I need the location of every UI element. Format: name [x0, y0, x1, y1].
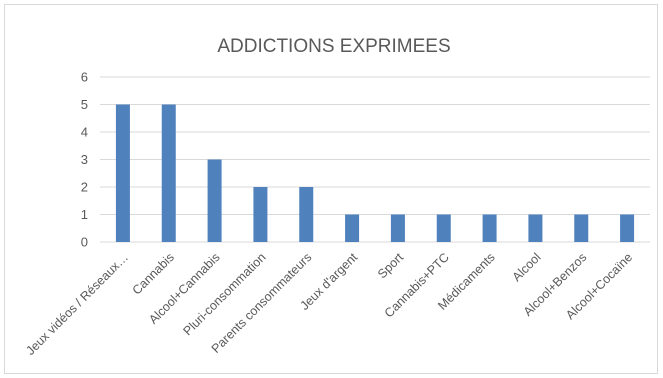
y-axis-ticks: 0 1 2 3 4 5 6	[81, 70, 88, 250]
bar	[437, 215, 451, 243]
y-tick-label: 4	[81, 125, 88, 140]
bar	[345, 215, 359, 243]
bar	[208, 160, 222, 243]
y-tick-label: 2	[81, 180, 88, 195]
y-tick-label: 5	[81, 97, 88, 112]
x-axis-labels: Jeux vidéos / Réseaux…CannabisAlcool+Can…	[23, 250, 635, 358]
bar	[620, 215, 634, 243]
y-tick-label: 1	[81, 207, 88, 222]
bar	[391, 215, 405, 243]
x-category-label: Sport	[375, 250, 406, 281]
bar	[116, 105, 130, 243]
x-category-label: Alcool	[510, 250, 544, 284]
bar	[299, 187, 313, 242]
chart-title: ADDICTIONS EXPRIMEES	[217, 36, 450, 57]
bar	[574, 215, 588, 243]
y-tick-label: 6	[81, 70, 88, 85]
bar	[162, 105, 176, 243]
x-category-label: Jeux vidéos / Réseaux…	[23, 250, 131, 358]
gridlines	[100, 77, 650, 242]
bar	[483, 215, 497, 243]
y-tick-label: 0	[81, 235, 88, 250]
y-tick-label: 3	[81, 152, 88, 167]
x-category-label: Cannabis	[130, 250, 177, 297]
bar	[528, 215, 542, 243]
bars	[116, 105, 634, 243]
bar	[253, 187, 267, 242]
x-category-label: Pluri-consommation	[181, 250, 269, 338]
